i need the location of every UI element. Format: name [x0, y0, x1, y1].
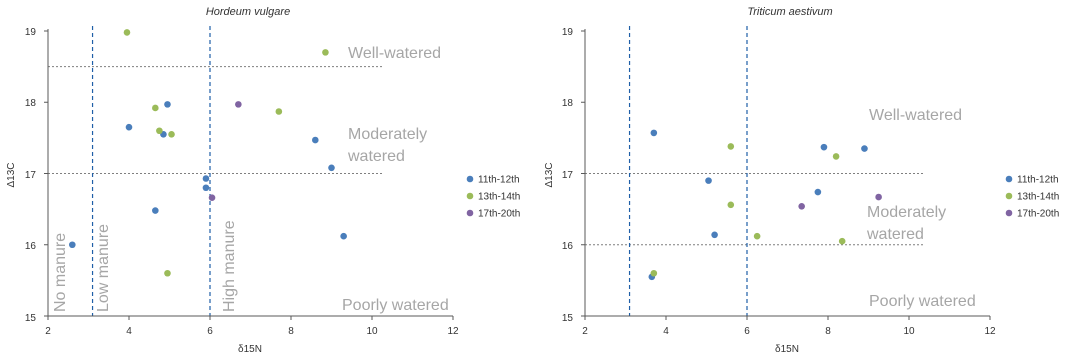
manure-low-label: Low manure [95, 224, 112, 312]
data-point [164, 269, 171, 277]
x-tick-label: 12 [984, 326, 996, 337]
legend-label: 13th-14th [1017, 192, 1059, 203]
data-point [123, 29, 131, 36]
data-point [838, 237, 846, 245]
legend-label: 11th-12th [478, 175, 520, 186]
chart-title: Hordeum vulgare [206, 6, 290, 18]
data-point [275, 108, 283, 115]
legend-marker [466, 209, 474, 217]
manure-high-label: High manure [221, 220, 238, 312]
x-tick-label: 8 [288, 326, 294, 337]
data-point [861, 145, 868, 152]
x-tick-label: 4 [663, 326, 669, 337]
x-tick-label: 2 [45, 326, 51, 337]
data-point [202, 175, 210, 182]
legend: 11th-12th 13th-14th 17th-20th [1005, 175, 1059, 220]
data-point [650, 269, 658, 277]
y-tick-label: 17 [562, 170, 574, 181]
data-point [152, 104, 159, 112]
data-point [340, 232, 347, 240]
series-17th-20th [798, 193, 882, 210]
y-axis-label: Δ13C [544, 162, 555, 187]
y-tick-label: 16 [25, 241, 37, 252]
zone-moderately: Moderately [348, 126, 427, 143]
data-point [164, 101, 171, 108]
manure-none-label: No manure [52, 233, 69, 312]
chart-triticum-aestivum: Triticum aestivum 19 18 17 16 15 2 4 6 8… [544, 6, 1059, 355]
legend: 11th-12th 13th-14th 17th-20th [466, 175, 520, 220]
x-tick-label: 6 [207, 326, 213, 337]
data-point [125, 123, 133, 131]
data-point [832, 153, 840, 160]
y-tick-label: 19 [562, 27, 574, 38]
legend-marker [466, 175, 474, 183]
legend-label: 17th-20th [478, 209, 520, 220]
zone-poorly-watered: Poorly watered [342, 297, 449, 314]
data-point [727, 143, 735, 150]
data-point [650, 129, 658, 137]
legend-label: 13th-14th [478, 192, 520, 203]
legend-marker [466, 192, 474, 200]
zone-well-watered: Well-watered [869, 107, 962, 124]
data-point [202, 184, 210, 192]
y-tick-label: 19 [25, 27, 37, 38]
y-tick-label: 18 [562, 98, 574, 109]
data-point [820, 143, 828, 151]
data-point [168, 131, 175, 138]
data-point [798, 202, 805, 210]
y-tick-label: 16 [562, 241, 574, 252]
y-tick-label: 15 [562, 313, 574, 324]
chart-hordeum-vulgare: Hordeum vulgare 19 18 17 16 15 2 4 6 8 1… [6, 6, 520, 355]
data-point [753, 232, 761, 240]
x-tick-label: 10 [903, 326, 915, 337]
zone-moderately: Moderately [867, 204, 946, 221]
x-tick-label: 8 [825, 326, 831, 337]
data-point [727, 201, 735, 209]
zone-watered: watered [866, 226, 924, 243]
zone-poorly-watered: Poorly watered [869, 293, 976, 310]
data-point [328, 164, 335, 172]
y-tick-label: 18 [25, 98, 37, 109]
data-point [208, 194, 216, 202]
legend-label: 11th-12th [1017, 175, 1059, 186]
series-11th-12th [648, 129, 868, 281]
x-tick-label: 2 [582, 326, 588, 337]
threshold-lines [585, 26, 925, 316]
data-point [152, 207, 159, 214]
threshold-lines [48, 26, 384, 316]
legend-marker [1005, 192, 1013, 200]
series-13th-14th [650, 143, 846, 277]
series-11th-12th [69, 101, 347, 249]
legend-label: 17th-20th [1017, 209, 1059, 220]
data-point [235, 101, 242, 108]
x-axis-label: δ15N [775, 344, 799, 355]
data-point [705, 177, 712, 184]
legend-marker [1005, 209, 1013, 217]
x-tick-label: 12 [447, 326, 459, 337]
data-point [69, 241, 76, 249]
series-13th-14th [123, 29, 329, 277]
x-axis-label: δ15N [238, 344, 262, 355]
legend-marker [1005, 175, 1013, 183]
x-tick-label: 6 [744, 326, 750, 337]
series-17th-20th [208, 101, 242, 202]
y-axis-label: Δ13C [6, 162, 17, 187]
data-point [814, 188, 822, 196]
x-tick-label: 4 [126, 326, 132, 337]
data-point [312, 136, 319, 144]
zone-well-watered: Well-watered [348, 45, 441, 62]
data-point [156, 127, 163, 135]
y-tick-label: 15 [25, 313, 37, 324]
x-tick-label: 10 [366, 326, 378, 337]
data-point [322, 49, 329, 56]
data-point [711, 231, 718, 239]
zone-watered: watered [347, 148, 405, 165]
chart-title: Triticum aestivum [747, 6, 832, 18]
y-tick-label: 17 [25, 170, 37, 181]
data-point [875, 193, 882, 201]
